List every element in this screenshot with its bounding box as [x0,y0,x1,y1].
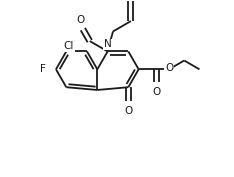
Text: O: O [124,106,132,116]
Text: N: N [104,39,112,49]
Text: F: F [40,64,46,74]
Text: O: O [152,87,160,97]
Text: Cl: Cl [64,41,74,52]
Text: O: O [77,15,85,25]
Text: O: O [165,63,173,73]
